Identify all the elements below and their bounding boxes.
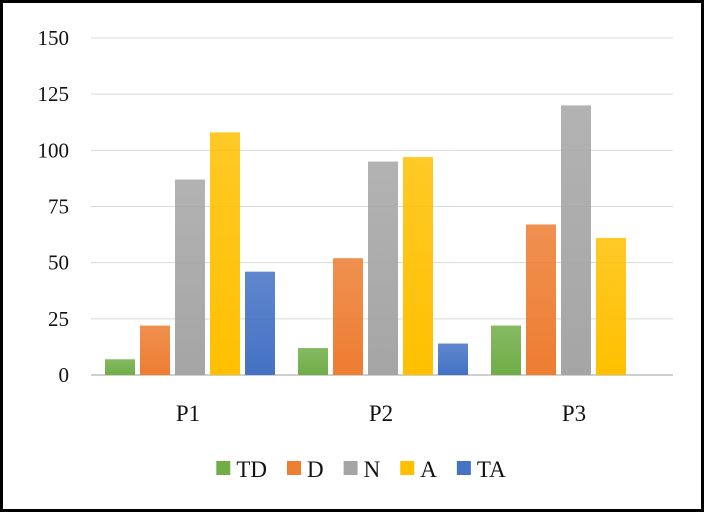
legend: TD D N A TA (216, 457, 506, 482)
legend-label-d: D (307, 457, 324, 482)
x-category-label: P1 (176, 401, 200, 426)
bar-ta-p1 (245, 271, 275, 375)
bar-chart: 0 25 50 75 100 125 150 P1 P2 P3 TD D N A TA (38, 26, 673, 482)
bar-n-p1 (175, 179, 205, 375)
x-category-label: P2 (369, 401, 393, 426)
bar-d-p3 (526, 224, 556, 375)
legend-label-a: A (420, 457, 437, 482)
bar-a-p2 (403, 157, 433, 375)
y-axis-ticks: 0 25 50 75 100 125 150 (38, 26, 70, 387)
bars (105, 105, 626, 376)
y-tick-label: 50 (48, 251, 69, 275)
legend-swatch-a (400, 461, 415, 475)
legend-swatch-n (343, 461, 358, 475)
bar-ta-p2 (438, 343, 468, 375)
legend-label-n: N (364, 457, 381, 482)
y-tick-label: 25 (48, 307, 69, 331)
bar-td-p2 (298, 348, 328, 375)
y-tick-label: 0 (59, 363, 70, 387)
bar-a-p3 (596, 237, 626, 375)
y-tick-label: 125 (38, 82, 70, 106)
legend-label-td: TD (236, 457, 267, 482)
legend-label-ta: TA (477, 457, 506, 482)
bar-n-p2 (368, 161, 398, 375)
bar-d-p2 (333, 258, 363, 375)
legend-swatch-ta (456, 461, 471, 475)
legend-swatch-td (216, 461, 231, 475)
y-tick-label: 150 (38, 26, 70, 50)
bar-td-p1 (105, 359, 135, 375)
x-category-label: P3 (562, 401, 586, 426)
bar-d-p1 (140, 325, 170, 375)
bar-a-p1 (210, 132, 240, 375)
x-axis: P1 P2 P3 (176, 401, 586, 426)
bar-td-p3 (491, 325, 521, 375)
legend-swatch-d (286, 461, 301, 475)
bar-n-p3 (561, 105, 591, 376)
y-tick-label: 75 (48, 195, 69, 219)
y-tick-label: 100 (38, 138, 70, 162)
